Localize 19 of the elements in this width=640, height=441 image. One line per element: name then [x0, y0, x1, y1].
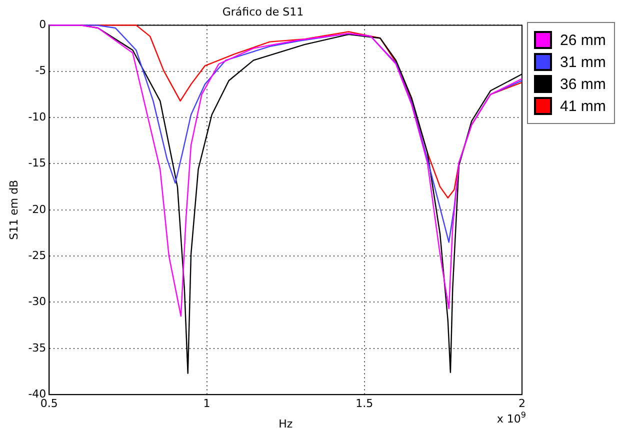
y-tick-label: -15: [28, 156, 46, 170]
legend-label: 41 mm: [560, 98, 606, 114]
y-axis-title: S11 em dB: [7, 180, 20, 240]
y-tick-label: -20: [28, 202, 46, 216]
y-tick-label: -35: [28, 341, 46, 354]
y-tick-label: -25: [28, 248, 46, 262]
y-tick-label: -10: [28, 110, 46, 124]
x-tick-label: 1.5: [356, 397, 374, 410]
x-axis-title: Hz: [278, 417, 293, 430]
x-tick-label: 0.5: [40, 397, 58, 410]
legend-label: 36 mm: [560, 76, 606, 92]
chart-title: Gráfico de S11: [222, 5, 304, 18]
x-tick-label: 1: [203, 397, 210, 410]
y-tick-label: -30: [28, 295, 46, 308]
y-tick-label: -5: [35, 64, 46, 78]
legend-label: 31 mm: [560, 54, 606, 70]
legend-label: 26 mm: [560, 32, 606, 48]
x-tick-label: 2: [518, 397, 526, 410]
y-tick-label: 0: [39, 18, 46, 32]
